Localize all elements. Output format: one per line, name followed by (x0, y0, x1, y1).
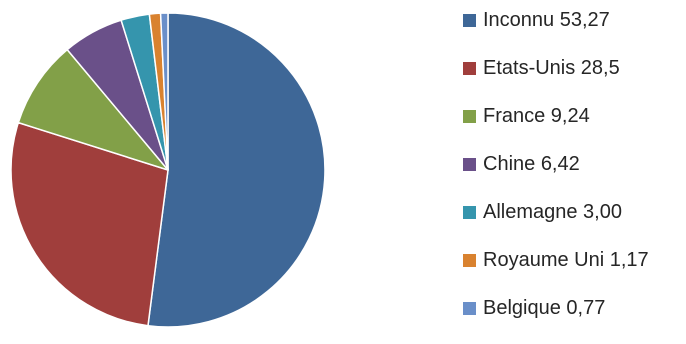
legend-label-3: Chine 6,42 (483, 153, 580, 175)
legend-item-1: Etats-Unis 28,5 (463, 56, 649, 80)
legend-swatch-5 (463, 253, 476, 267)
legend-label-6: Belgique 0,77 (483, 297, 606, 319)
legend-swatch-6 (463, 301, 476, 315)
legend-item-2: France 9,24 (463, 104, 649, 128)
pie-slice-2 (17, 48, 169, 171)
pie-slice-0 (147, 12, 326, 328)
legend-label-5: Royaume Uni 1,17 (483, 249, 649, 271)
legend-swatch-1 (463, 61, 476, 75)
pie-chart-plot (10, 12, 326, 328)
legend-item-3: Chine 6,42 (463, 152, 649, 176)
legend-swatch-2 (463, 109, 476, 123)
legend-swatch-4 (463, 205, 476, 219)
legend-swatch-3 (463, 157, 476, 171)
chart-legend: Inconnu 53,27 Etats-Unis 28,5 France 9,24 C… (463, 8, 649, 344)
pie-slice-6 (159, 12, 169, 171)
pie-chart: Inconnu 53,27 Etats-Unis 28,5 France 9,24 C… (10, 9, 649, 328)
legend-label-4: Allemagne 3,00 (483, 201, 622, 223)
legend-label-0: Inconnu 53,27 (483, 9, 610, 31)
legend-swatch-0 (463, 13, 476, 27)
pie-slice-1 (10, 121, 169, 327)
legend-label-1: Etats-Unis 28,5 (483, 57, 620, 79)
legend-item-4: Allemagne 3,00 (463, 200, 649, 224)
legend-item-5: Royaume Uni 1,17 (463, 248, 649, 272)
legend-item-6: Belgique 0,77 (463, 296, 649, 320)
legend-item-0: Inconnu 53,27 (463, 8, 649, 32)
legend-label-2: France 9,24 (483, 105, 590, 127)
